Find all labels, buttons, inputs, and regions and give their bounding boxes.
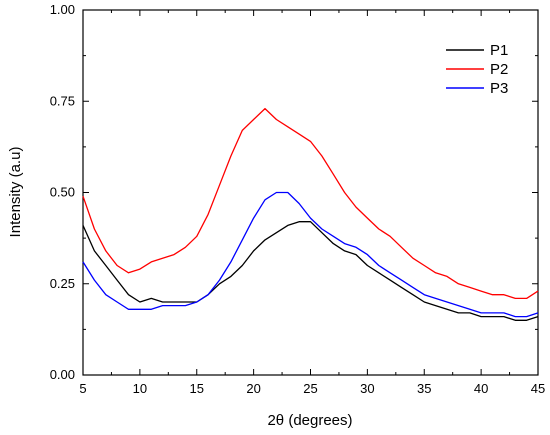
series-line-p3 — [82, 191, 539, 318]
y-tick-label: 0.75 — [50, 93, 75, 108]
series-line-p2 — [82, 107, 539, 300]
x-ticks: 5 10 15 20 25 30 35 40 45 — [79, 10, 545, 396]
legend: P1 P2 P3 — [446, 42, 508, 97]
y-tick-label: 0.25 — [50, 276, 75, 291]
legend-label-p1: P1 — [490, 42, 508, 59]
x-tick-label: 10 — [133, 381, 147, 396]
legend-label-p2: P2 — [490, 61, 508, 78]
x-tick-label: 20 — [246, 381, 260, 396]
series-layer — [82, 107, 539, 321]
y-tick-label: 0.50 — [50, 185, 75, 200]
x-axis-title: 2θ (degrees) — [267, 412, 352, 429]
plot-area: 5 10 15 20 25 30 35 40 45 0.00 0.25 0.50 0.75 1.00 — [50, 2, 546, 396]
y-ticks: 0.00 0.25 0.50 0.75 1.00 — [50, 2, 538, 382]
legend-label-p3: P3 — [490, 80, 508, 97]
y-axis-title: Intensity (a.u) — [7, 147, 24, 238]
y-tick-label: 1.00 — [50, 2, 75, 17]
series-line-p1 — [82, 221, 539, 321]
x-tick-label: 40 — [474, 381, 488, 396]
x-tick-label: 5 — [79, 381, 86, 396]
plot-frame — [82, 9, 539, 376]
y-tick-label: 0.00 — [50, 367, 75, 382]
x-tick-label: 35 — [417, 381, 431, 396]
x-tick-label: 45 — [531, 381, 545, 396]
x-tick-label: 25 — [303, 381, 317, 396]
x-tick-label: 15 — [190, 381, 204, 396]
x-tick-label: 30 — [360, 381, 374, 396]
